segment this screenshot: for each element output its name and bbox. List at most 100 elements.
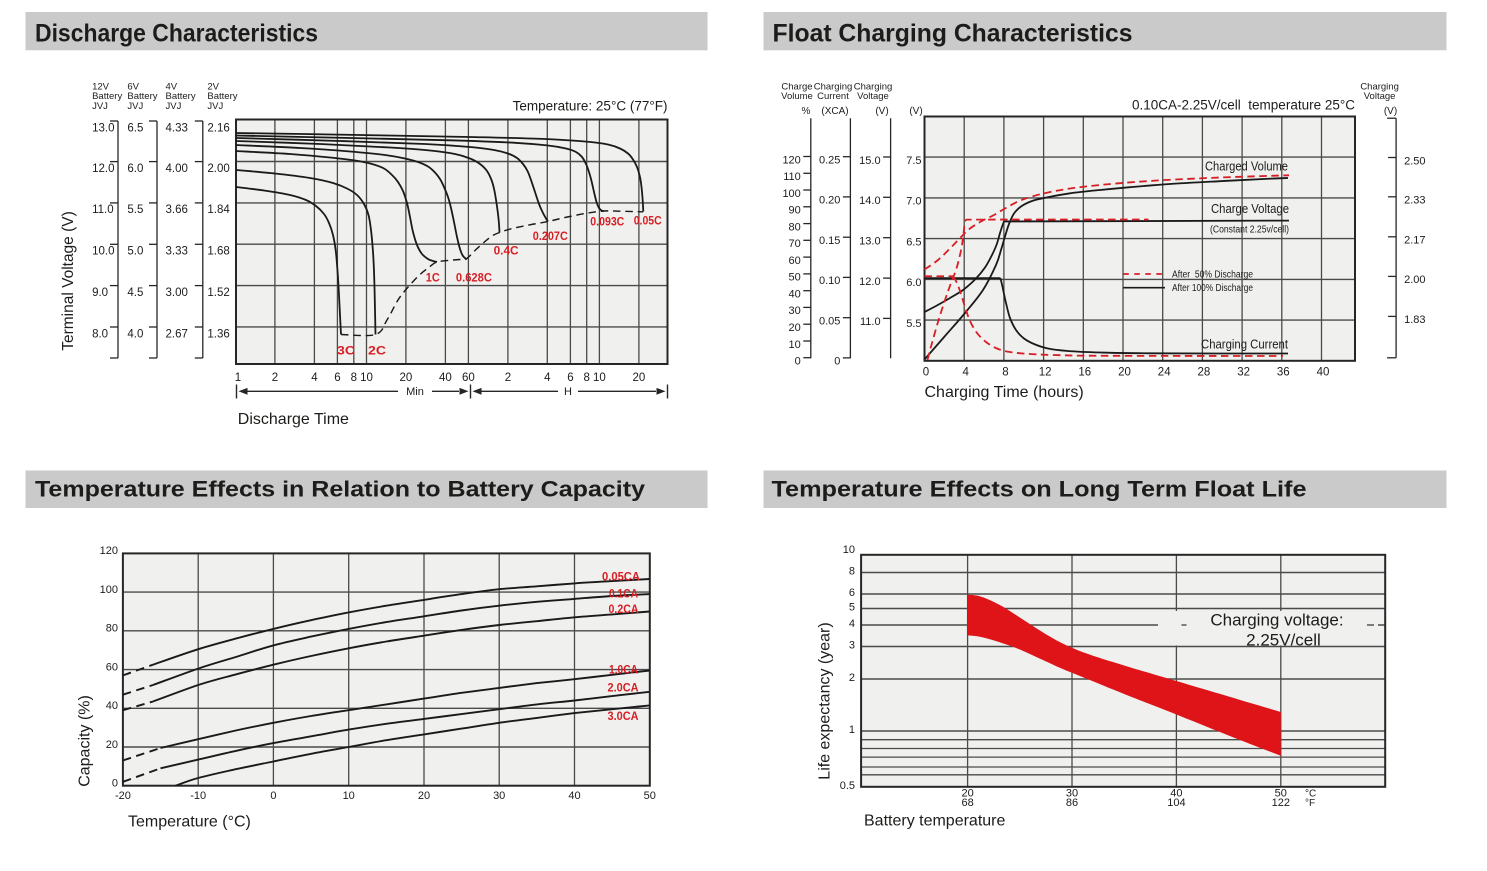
svg-text:0: 0 (270, 790, 276, 802)
svg-text:20: 20 (400, 372, 413, 384)
svg-text:Charging Time (hours): Charging Time (hours) (925, 384, 1084, 401)
svg-text:Volume: Volume (781, 91, 813, 102)
svg-text:2.0CA: 2.0CA (608, 681, 639, 695)
svg-text:30: 30 (789, 305, 801, 317)
svg-text:28: 28 (1198, 367, 1211, 379)
svg-text:JVJ: JVJ (207, 101, 223, 112)
svg-text:Voltage: Voltage (1364, 91, 1396, 102)
svg-text:0.10CA-2.25V/cell temperature: 0.10CA-2.25V/cell temperature 25°C (1132, 98, 1355, 113)
svg-text:80: 80 (106, 623, 118, 635)
svg-text:(Constant 2.25v/cell): (Constant 2.25v/cell) (1210, 225, 1289, 236)
svg-text:122: 122 (1272, 797, 1290, 809)
svg-text:4: 4 (962, 367, 969, 379)
svg-text:0.20: 0.20 (819, 195, 840, 207)
svg-text:Temperature (°C): Temperature (°C) (128, 814, 251, 831)
svg-text:60: 60 (462, 372, 475, 384)
svg-text:100: 100 (782, 188, 800, 200)
svg-text:6.0: 6.0 (906, 277, 921, 289)
svg-text:6.5: 6.5 (127, 122, 143, 134)
svg-text:104: 104 (1167, 797, 1185, 809)
svg-text:0.093C: 0.093C (590, 214, 624, 228)
svg-text:1.52: 1.52 (207, 287, 229, 299)
svg-text:32: 32 (1237, 367, 1250, 379)
svg-text:10: 10 (789, 339, 801, 351)
svg-text:8: 8 (351, 372, 357, 384)
svg-text:30: 30 (493, 790, 505, 802)
svg-text:Charging voltage:: Charging voltage: (1210, 611, 1343, 630)
svg-text:6: 6 (567, 372, 573, 384)
svg-text:0.2CA: 0.2CA (609, 602, 639, 616)
svg-text:86: 86 (1066, 797, 1078, 809)
svg-text:110: 110 (783, 171, 801, 183)
svg-text:8: 8 (583, 372, 589, 384)
svg-text:12V: 12V (92, 82, 110, 93)
svg-text:8.0: 8.0 (92, 328, 108, 340)
svg-text:1.36: 1.36 (207, 328, 229, 340)
svg-text:10: 10 (843, 544, 855, 556)
svg-text:-10: -10 (190, 790, 206, 802)
svg-text:30: 30 (1066, 788, 1078, 800)
svg-text:Discharge Time: Discharge Time (238, 411, 349, 428)
svg-text:12: 12 (1039, 367, 1052, 379)
svg-text:40: 40 (568, 790, 580, 802)
svg-text:6.5: 6.5 (906, 236, 921, 248)
svg-text:Charging: Charging (854, 82, 893, 93)
svg-text:3.66: 3.66 (166, 204, 188, 216)
svg-text:5.5: 5.5 (127, 204, 143, 216)
svg-text:100: 100 (100, 584, 118, 596)
svg-text:1: 1 (849, 724, 855, 736)
svg-text:Current: Current (817, 91, 849, 102)
svg-text:4V: 4V (166, 82, 178, 93)
svg-text:Life expectancy (year): Life expectancy (year) (817, 622, 834, 779)
svg-text:40: 40 (1317, 367, 1330, 379)
svg-text:1: 1 (235, 372, 241, 384)
svg-text:4.5: 4.5 (127, 287, 143, 299)
svg-text:10: 10 (593, 372, 606, 384)
svg-text:4: 4 (544, 372, 551, 384)
svg-text:9.0: 9.0 (92, 287, 108, 299)
svg-text:20: 20 (633, 372, 646, 384)
svg-text:0.05: 0.05 (819, 316, 840, 328)
svg-text:Charging: Charging (814, 82, 853, 93)
svg-text:20: 20 (1118, 367, 1131, 379)
svg-text:0.1CA: 0.1CA (609, 587, 638, 601)
svg-text:0: 0 (112, 778, 118, 790)
svg-text:0.5: 0.5 (840, 780, 855, 792)
svg-text:0.4C: 0.4C (494, 243, 519, 257)
svg-text:3.0CA: 3.0CA (608, 709, 639, 723)
svg-text:50: 50 (789, 272, 801, 284)
svg-text:Charging Current: Charging Current (1201, 337, 1288, 352)
svg-text:%: % (802, 106, 811, 117)
svg-text:°C: °C (1305, 789, 1316, 800)
svg-text:1.68: 1.68 (207, 246, 229, 258)
svg-text:6: 6 (849, 587, 855, 599)
svg-text:6.0: 6.0 (127, 163, 143, 175)
svg-text:JVJ: JVJ (166, 101, 182, 112)
svg-text:0.628C: 0.628C (456, 271, 492, 285)
svg-text:Float Charging Characteristics: Float Charging Characteristics (773, 19, 1133, 47)
svg-text:7.0: 7.0 (906, 196, 921, 208)
svg-text:50: 50 (644, 790, 656, 802)
svg-text:Voltage: Voltage (857, 91, 889, 102)
svg-text:Battery temperature: Battery temperature (864, 813, 1006, 830)
svg-text:120: 120 (782, 154, 800, 166)
svg-text:2: 2 (849, 672, 855, 684)
svg-text:8: 8 (849, 565, 855, 577)
svg-text:0.25: 0.25 (819, 155, 840, 167)
svg-text:20: 20 (106, 739, 118, 751)
svg-text:120: 120 (100, 545, 118, 557)
svg-text:3C: 3C (337, 344, 356, 358)
svg-text:0.15: 0.15 (819, 235, 840, 247)
svg-text:20: 20 (961, 788, 973, 800)
svg-text:6: 6 (334, 372, 340, 384)
svg-text:Battery: Battery (166, 91, 196, 102)
svg-text:(V): (V) (1384, 106, 1397, 117)
svg-text:40: 40 (789, 289, 801, 301)
svg-text:2C: 2C (368, 344, 387, 358)
svg-text:8: 8 (1002, 367, 1008, 379)
svg-text:90: 90 (789, 205, 801, 217)
svg-text:4: 4 (311, 372, 318, 384)
svg-text:13.0: 13.0 (859, 236, 880, 248)
svg-text:0: 0 (923, 367, 929, 379)
svg-text:3.00: 3.00 (166, 287, 188, 299)
